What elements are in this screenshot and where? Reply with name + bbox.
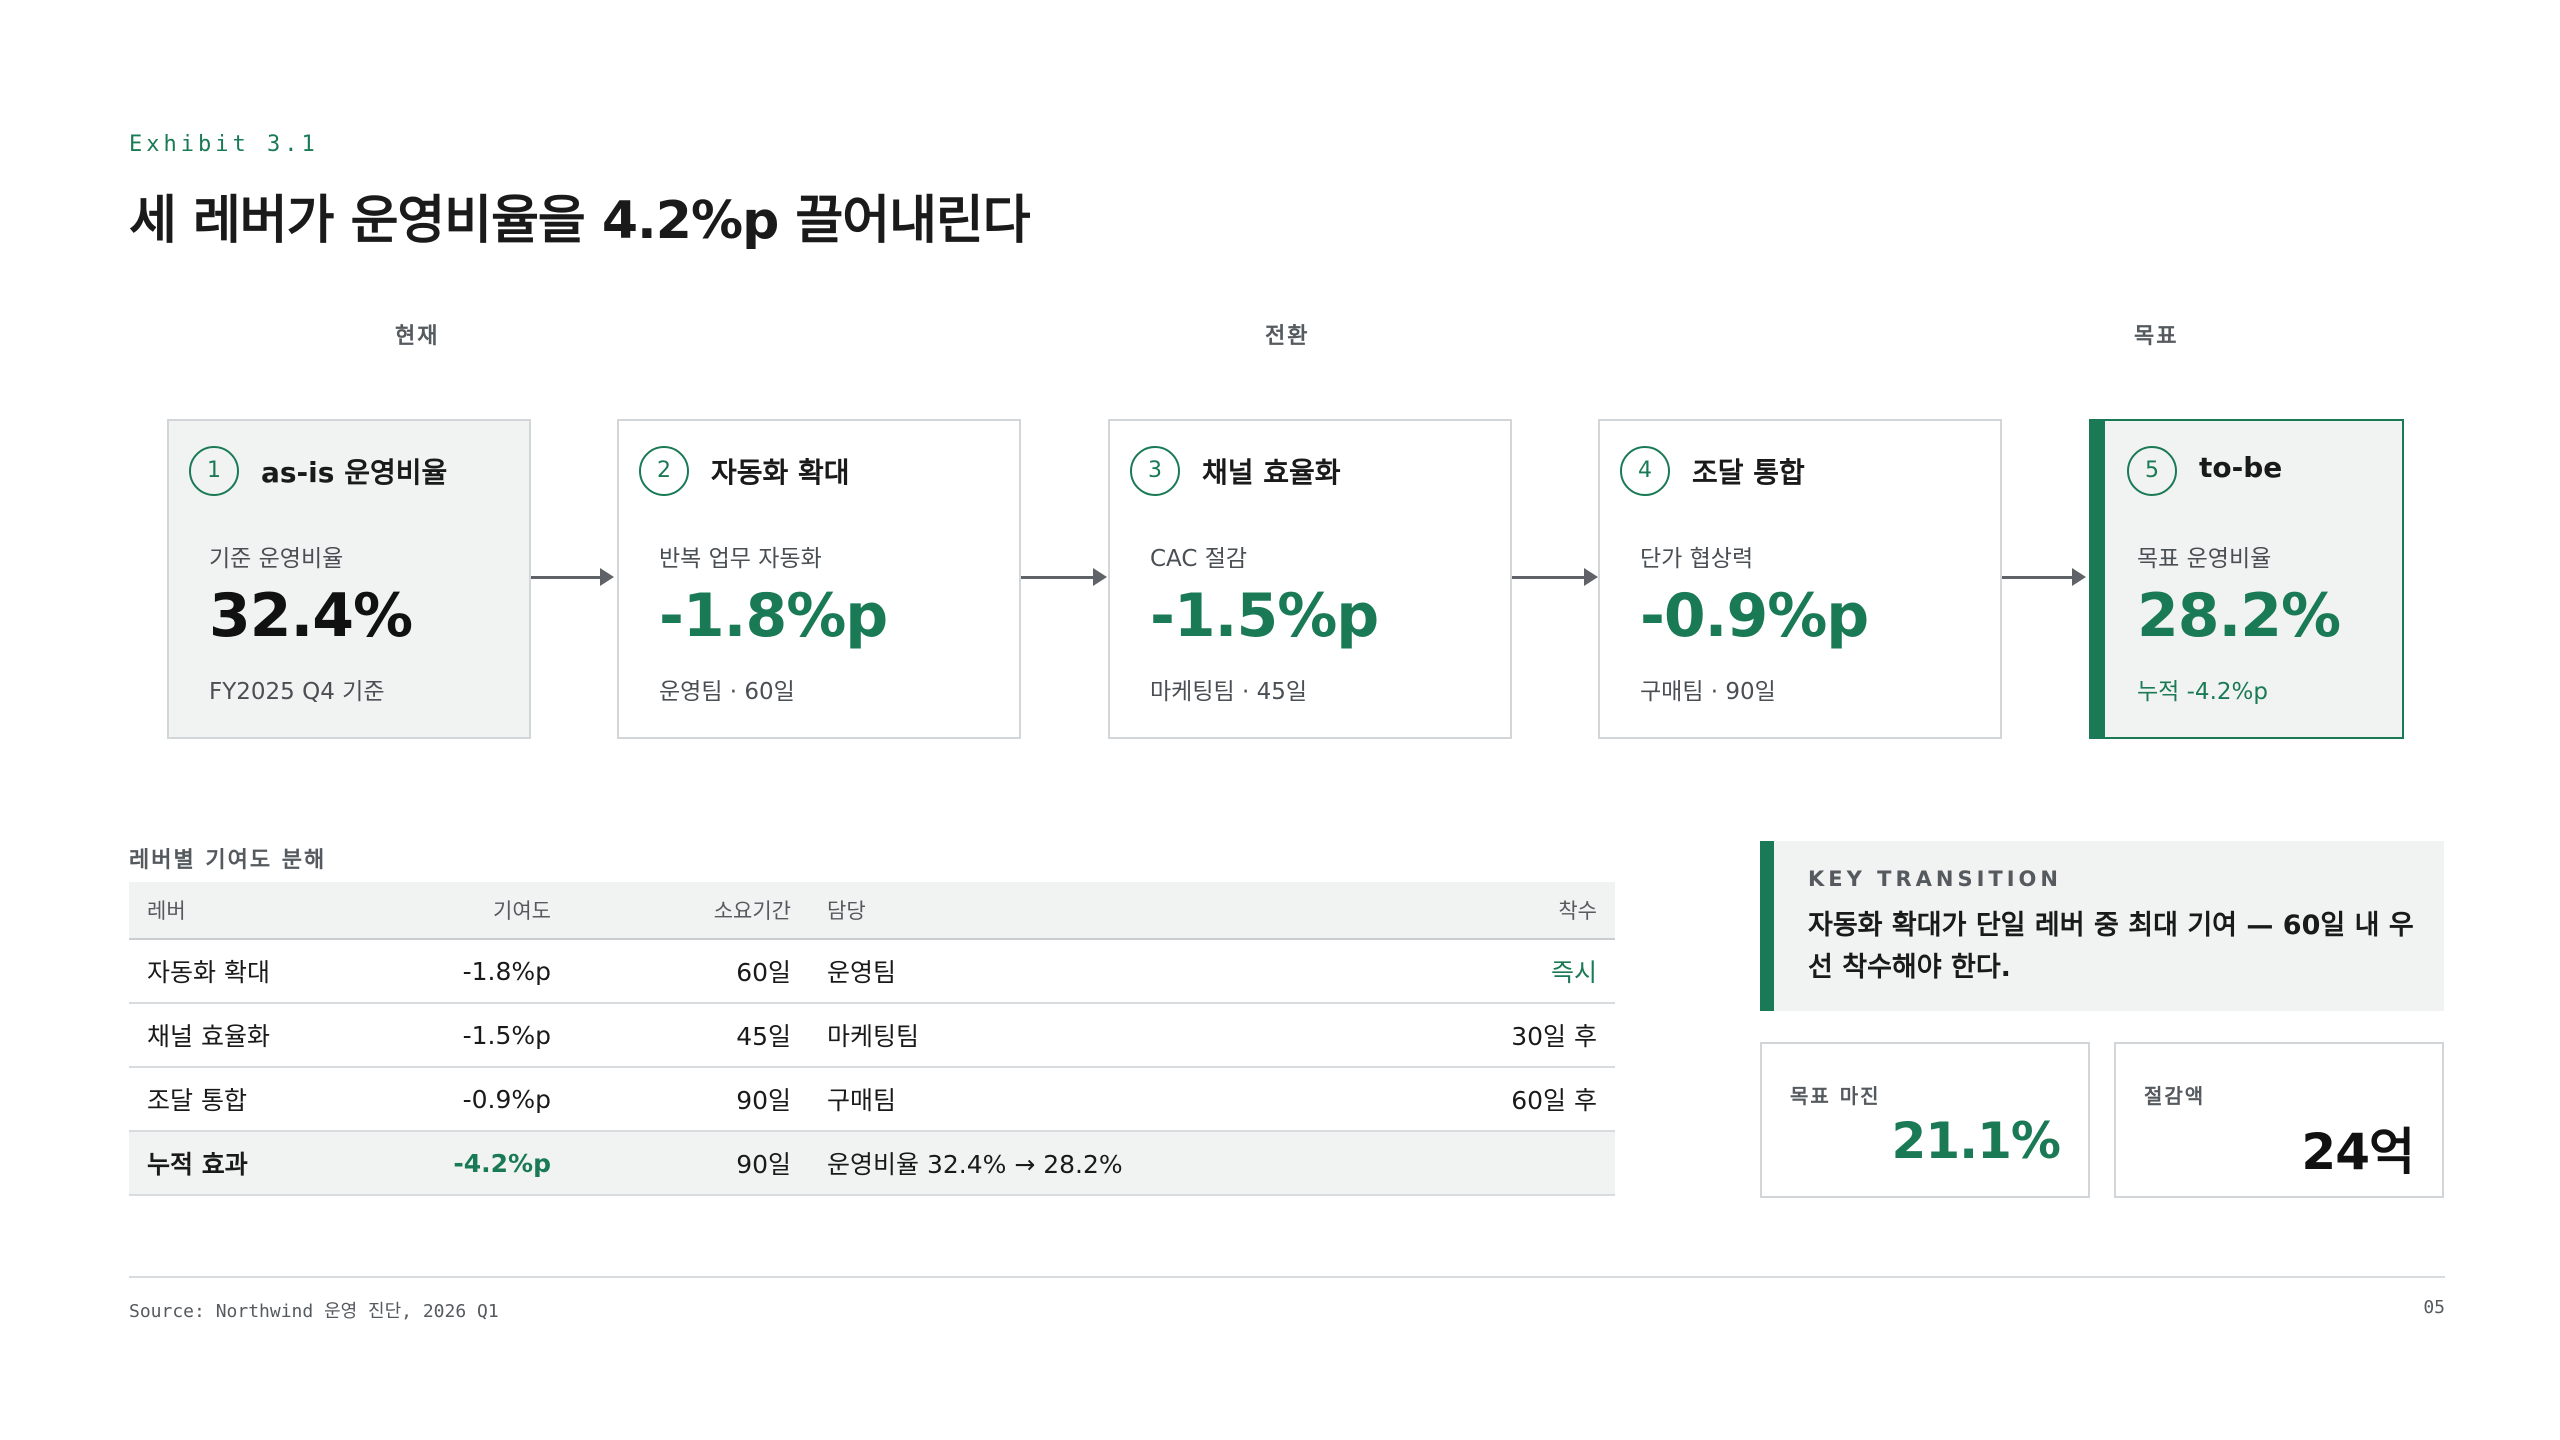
- card-value: 32.4%: [209, 581, 413, 651]
- table-cell: 채널 효율화: [129, 1003, 389, 1068]
- exhibit-label: Exhibit 3.1: [129, 132, 319, 157]
- metric-target-margin: 목표 마진 21.1%: [1760, 1042, 2090, 1198]
- table-total-row: 누적 효과 -4.2%p 90일 운영비율 32.4% → 28.2%: [129, 1131, 1615, 1196]
- table-cell: 90일: [569, 1131, 809, 1196]
- table-row: 채널 효율화 -1.5%p 45일 마케팅팀 30일 후: [129, 1003, 1615, 1068]
- table-cell: [1299, 1131, 1615, 1196]
- metric-label: 절감액: [2144, 1084, 2206, 1108]
- card-procurement: 4 조달 통합 단가 협상력 -0.9%p 구매팀 · 90일: [1598, 419, 2002, 739]
- step-number-badge: 3: [1130, 446, 1180, 496]
- phase-label-current: 현재: [395, 324, 440, 349]
- key-transition-callout: KEY TRANSITION 자동화 확대가 단일 레버 중 최대 기여 — 6…: [1760, 841, 2444, 1011]
- flow-arrow: [531, 568, 614, 586]
- card-to-be: 5 to-be 목표 운영비율 28.2% 누적 -4.2%p: [2089, 419, 2404, 739]
- table-cell: 운영팀: [809, 939, 1299, 1004]
- card-value: 28.2%: [2137, 581, 2341, 651]
- card-value: -1.5%p: [1150, 581, 1379, 651]
- card-label: 반복 업무 자동화: [659, 546, 822, 572]
- flow-arrow: [1021, 568, 1107, 586]
- callout-text: 자동화 확대가 단일 레버 중 최대 기여 — 60일 내 우선 착수해야 한다…: [1808, 910, 2414, 983]
- card-footnote: 누적 -4.2%p: [2137, 679, 2268, 705]
- table-cell: 30일 후: [1299, 1003, 1615, 1068]
- table-row: 조달 통합 -0.9%p 90일 구매팀 60일 후: [129, 1067, 1615, 1132]
- table-cell: 조달 통합: [129, 1067, 389, 1132]
- column-header: 담당: [809, 882, 1299, 940]
- metric-value: 24억: [2301, 1123, 2415, 1181]
- card-title: to-be: [2199, 451, 2283, 484]
- source-note: Source: Northwind 운영 진단, 2026 Q1: [129, 1301, 499, 1322]
- card-footnote: 구매팀 · 90일: [1640, 679, 1776, 705]
- phase-label-transition: 전환: [1265, 324, 1310, 349]
- card-title: as-is 운영비율: [261, 456, 448, 489]
- table-cell: -4.2%p: [389, 1131, 569, 1196]
- table-cell: 90일: [569, 1067, 809, 1132]
- table-cell: -1.5%p: [389, 1003, 569, 1068]
- phase-label-target: 목표: [2134, 324, 2179, 349]
- step-number-badge: 5: [2127, 446, 2177, 496]
- card-value: -0.9%p: [1640, 581, 1869, 651]
- metric-value: 21.1%: [1891, 1112, 2061, 1170]
- metric-savings: 절감액 24억: [2114, 1042, 2444, 1198]
- card-label: 목표 운영비율: [2137, 546, 2272, 572]
- metric-label: 목표 마진: [1790, 1084, 1881, 1108]
- card-footnote: FY2025 Q4 기준: [209, 679, 385, 705]
- table-cell: -0.9%p: [389, 1067, 569, 1132]
- card-title: 자동화 확대: [711, 456, 850, 489]
- column-header: 착수: [1299, 882, 1615, 940]
- footer-divider: [129, 1276, 2445, 1278]
- table-cell: 자동화 확대: [129, 939, 389, 1004]
- table-row: 자동화 확대 -1.8%p 60일 운영팀 즉시: [129, 939, 1615, 1004]
- column-header: 레버: [129, 882, 389, 940]
- table-cell: 45일: [569, 1003, 809, 1068]
- card-label: CAC 절감: [1150, 546, 1248, 572]
- card-label: 단가 협상력: [1640, 546, 1754, 572]
- card-title: 채널 효율화: [1202, 456, 1341, 489]
- table-header-row: 레버 기여도 소요기간 담당 착수: [129, 882, 1615, 940]
- flow-arrow: [1512, 568, 1598, 586]
- card-value: -1.8%p: [659, 581, 888, 651]
- table-cell: 누적 효과: [129, 1131, 389, 1196]
- contribution-table: 레버 기여도 소요기간 담당 착수 자동화 확대 -1.8%p 60일 운영팀 …: [129, 882, 1615, 1196]
- card-footnote: 운영팀 · 60일: [659, 679, 795, 705]
- table-title: 레버별 기여도 분해: [129, 848, 327, 873]
- card-footnote: 마케팅팀 · 45일: [1150, 679, 1307, 705]
- flow-arrow: [2002, 568, 2086, 586]
- page-number: 05: [2423, 1297, 2445, 1318]
- card-title: 조달 통합: [1692, 456, 1805, 489]
- card-automation: 2 자동화 확대 반복 업무 자동화 -1.8%p 운영팀 · 60일: [617, 419, 1021, 739]
- step-number-badge: 4: [1620, 446, 1670, 496]
- table-cell: 마케팅팀: [809, 1003, 1299, 1068]
- column-header: 소요기간: [569, 882, 809, 940]
- table-cell: 60일 후: [1299, 1067, 1615, 1132]
- page-title: 세 레버가 운영비율을 4.2%p 끌어내린다: [129, 191, 1031, 251]
- table-cell: 운영비율 32.4% → 28.2%: [809, 1131, 1299, 1196]
- step-number-badge: 2: [639, 446, 689, 496]
- table-cell: 즉시: [1299, 939, 1615, 1004]
- table-cell: 60일: [569, 939, 809, 1004]
- table-cell: 구매팀: [809, 1067, 1299, 1132]
- card-label: 기준 운영비율: [209, 546, 344, 572]
- callout-label: KEY TRANSITION: [1808, 867, 2062, 891]
- table-cell: -1.8%p: [389, 939, 569, 1004]
- column-header: 기여도: [389, 882, 569, 940]
- step-number-badge: 1: [189, 446, 239, 496]
- card-as-is: 1 as-is 운영비율 기준 운영비율 32.4% FY2025 Q4 기준: [167, 419, 531, 739]
- card-channel: 3 채널 효율화 CAC 절감 -1.5%p 마케팅팀 · 45일: [1108, 419, 1512, 739]
